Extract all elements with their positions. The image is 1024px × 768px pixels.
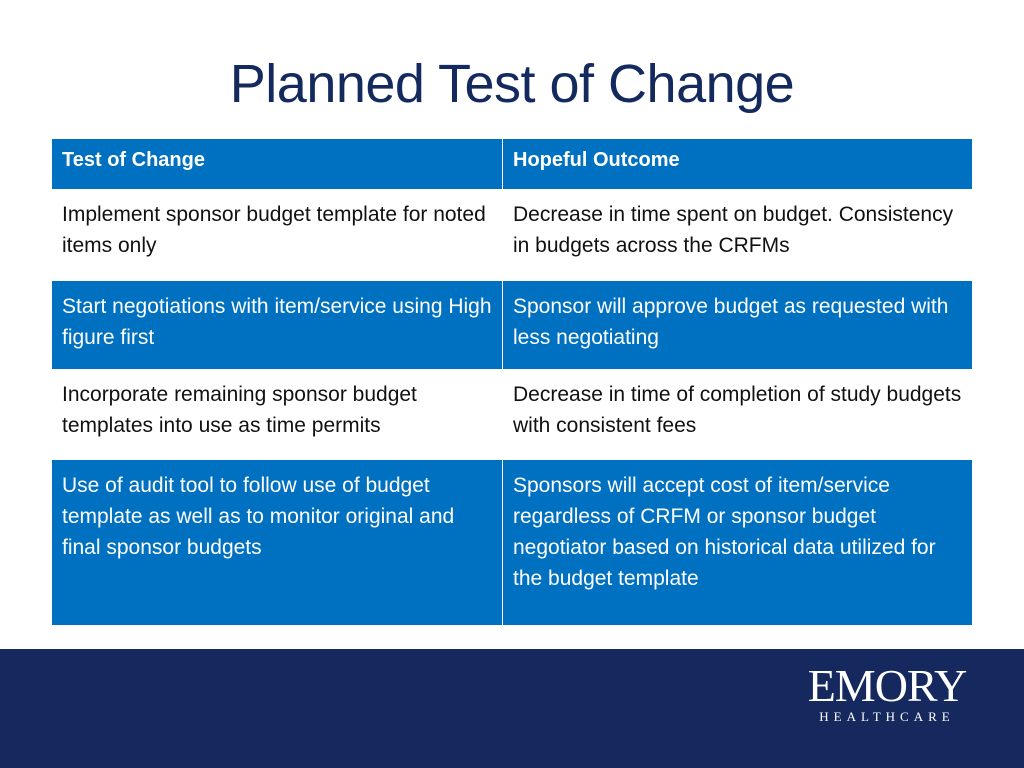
outcome-cell: Sponsors will accept cost of item/servic…: [503, 460, 972, 625]
table-row: Incorporate remaining sponsor budget tem…: [52, 369, 972, 460]
test-cell: Incorporate remaining sponsor budget tem…: [52, 369, 503, 460]
footer-band: [0, 649, 1024, 768]
test-cell: Start negotiations with item/service usi…: [52, 281, 503, 369]
test-cell: Implement sponsor budget template for no…: [52, 189, 503, 281]
outcome-cell: Decrease in time spent on budget. Consis…: [503, 189, 972, 281]
table-row: Use of audit tool to follow use of budge…: [52, 460, 972, 625]
outcome-cell: Decrease in time of completion of study …: [503, 369, 972, 460]
table-header-row: Test of Change Hopeful Outcome: [52, 139, 972, 189]
logo-main-text: EMORY: [807, 660, 968, 711]
test-cell: Use of audit tool to follow use of budge…: [52, 460, 503, 625]
logo-sub-text: HEALTHCARE: [819, 709, 955, 724]
header-hopeful-outcome: Hopeful Outcome: [503, 139, 972, 189]
header-test-of-change: Test of Change: [52, 139, 503, 189]
table-row: Implement sponsor budget template for no…: [52, 189, 972, 281]
test-of-change-table: Test of Change Hopeful Outcome Implement…: [52, 139, 972, 625]
outcome-cell: Sponsor will approve budget as requested…: [503, 281, 972, 369]
table-row: Start negotiations with item/service usi…: [52, 281, 972, 369]
emory-healthcare-logo: EMORY HEALTHCARE: [802, 663, 972, 725]
slide-title: Planned Test of Change: [229, 54, 795, 114]
